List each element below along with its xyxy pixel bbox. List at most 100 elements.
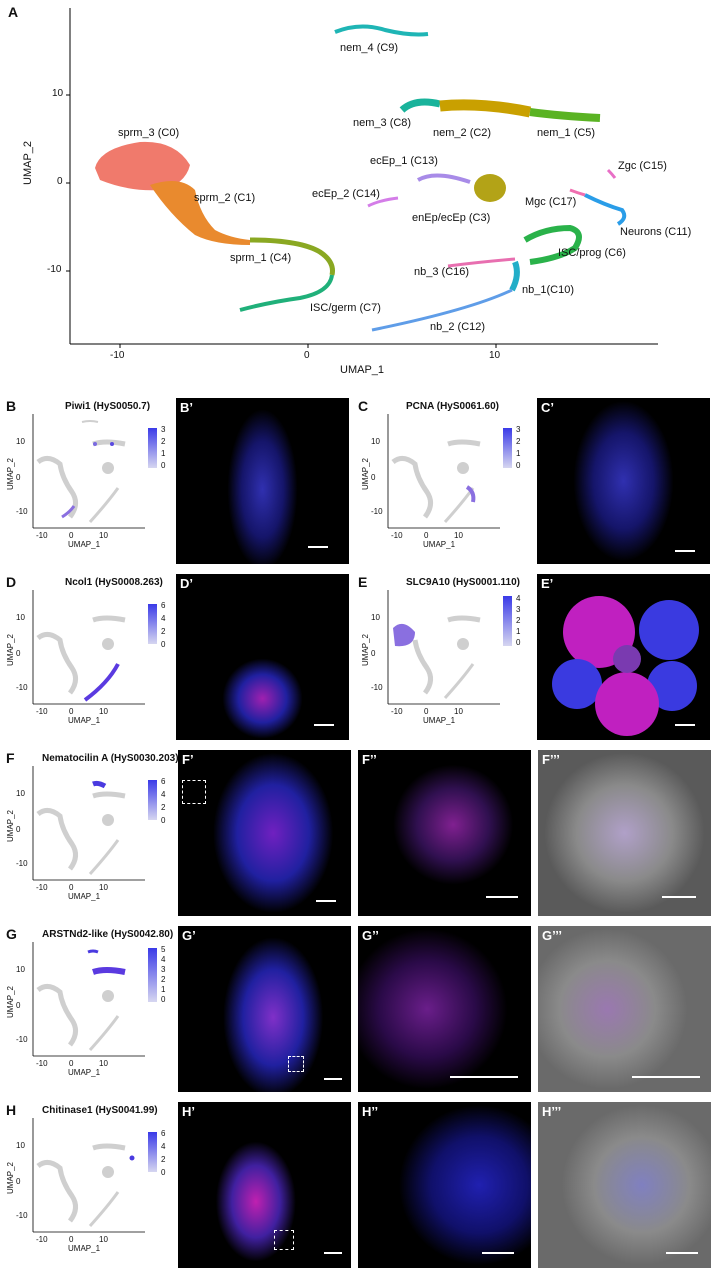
image-h-prime: H’ [178,1102,351,1268]
label-nem1: nem_1 (C5) [537,127,596,139]
image-b-prime: B’ [176,398,349,564]
cluster-sprm3 [95,141,190,191]
panel-g-ylabel: UMAP_2 [6,985,15,1018]
panel-h-letter: H [6,1102,17,1118]
image-g-triple-prime-label: G’’’ [542,928,562,943]
image-f-prime-label: F’ [182,752,194,767]
mini-xtick: 10 [99,883,108,892]
mini-xtick: 10 [99,1235,108,1244]
cluster-sprm2 [150,181,250,245]
panel-c-scale-3: 3 [516,425,521,434]
umap-xtick-neg10: -10 [110,350,125,361]
panel-e-scale-4: 4 [516,594,521,603]
panel-h-scale-6: 6 [161,1129,166,1138]
mini-xtick: -10 [36,531,48,540]
panel-h-title: Chitinase1 (HyS0041.99) [42,1105,158,1116]
panel-g-title: ARSTNd2-like (HyS0042.80) [42,929,174,940]
label-ecep1: ecEp_1 (C13) [370,155,438,167]
image-g-double-prime-label: G’’ [362,928,379,943]
inset-box [274,1230,294,1250]
image-b-prime-label: B’ [180,400,193,415]
mini-xtick: 10 [99,531,108,540]
image-c-prime: C’ [537,398,710,564]
mini-ytick: 0 [16,473,21,482]
panel-d-scale-6: 6 [161,601,166,610]
mini-xtick: -10 [36,707,48,716]
cluster-iscgerm [239,274,334,312]
panel-f-title: Nematocilin A (HyS0030.203) [42,753,179,764]
image-d-prime-label: D’ [180,576,193,591]
mini-ytick: 10 [16,1141,25,1150]
panel-f-letter: F [6,750,15,766]
mini-ytick: 0 [16,649,21,658]
label-enep-ecep: enEp/ecEp (C3) [412,212,491,224]
label-sprm1: sprm_1 (C4) [230,252,292,264]
panel-b-colorbar [148,428,157,468]
cluster-zgc [606,168,617,179]
panel-g-xlabel: UMAP_1 [68,1068,101,1077]
panel-b-ylabel: UMAP_2 [6,457,15,490]
image-h-double-prime-label: H’’ [362,1104,379,1119]
panel-h-colorbar [148,1132,157,1172]
cluster-sprm1 [249,237,335,276]
umap-xlabel: UMAP_1 [340,364,385,376]
label-nem3: nem_3 (C8) [353,117,412,129]
umap-main-plot [66,8,658,348]
image-d-prime: D’ [176,574,349,740]
mini-xtick: -10 [391,707,403,716]
mini-xtick: 10 [454,707,463,716]
mini-xtick: 0 [69,883,74,892]
mini-ytick: -10 [371,683,383,692]
mini-ytick: -10 [371,507,383,516]
panel-g-scale-3: 3 [161,965,166,974]
image-h-double-prime: H’’ [358,1102,531,1268]
mini-ytick: -10 [16,683,28,692]
panel-c-umap [387,414,500,529]
cluster-nb2 [371,288,513,332]
image-g-triple-prime: G’’’ [538,926,711,1092]
label-nem2: nem_2 (C2) [433,127,492,139]
cluster-mgc [569,188,586,197]
panel-g-umap [32,942,145,1057]
panel-g-scale-0: 0 [161,995,166,1004]
mini-xtick: -10 [36,883,48,892]
label-mgc: Mgc (C17) [525,196,577,208]
umap-ytick-10: 10 [52,88,64,99]
mini-xtick: 10 [99,707,108,716]
umap-ytick-neg10: -10 [47,264,62,275]
panel-b-xlabel: UMAP_1 [68,540,101,549]
panel-b-scale-2: 2 [161,437,166,446]
cluster-nem3 [399,98,441,113]
image-c-prime-label: C’ [541,400,554,415]
panel-c-scale-0: 0 [516,461,521,470]
mini-ytick: 10 [371,613,380,622]
scale-bar [486,896,518,898]
mini-ytick: 10 [16,437,25,446]
label-sprm2: sprm_2 (C1) [194,192,256,204]
mini-xtick: 0 [69,1059,74,1068]
panel-d-letter: D [6,574,17,590]
panel-e-letter: E [358,574,368,590]
panel-f-scale-0: 0 [161,816,166,825]
cluster-iscprog [523,224,582,265]
mini-xtick: 10 [454,531,463,540]
cluster-neurons [584,193,627,226]
mini-ytick: -10 [16,507,28,516]
cluster-ecep1 [416,173,471,184]
image-h-triple-prime: H’’’ [538,1102,711,1268]
panel-d-scale-0: 0 [161,640,166,649]
image-f-double-prime: F’’ [358,750,531,916]
panel-d-ylabel: UMAP_2 [6,633,15,666]
scale-bar [482,1252,514,1254]
panel-b-title: Piwi1 (HyS0050.7) [65,401,151,412]
mini-ytick: 10 [371,437,380,446]
panel-f-scale-2: 2 [161,803,166,812]
panel-e-umap [387,590,500,705]
scale-bar [675,550,695,552]
scale-bar [324,1078,342,1080]
image-f-triple-prime: F’’’ [538,750,711,916]
panel-c-scale-2: 2 [516,437,521,446]
panel-f-scale-6: 6 [161,777,166,786]
scale-bar [308,546,328,548]
panel-d-scale-4: 4 [161,614,166,623]
